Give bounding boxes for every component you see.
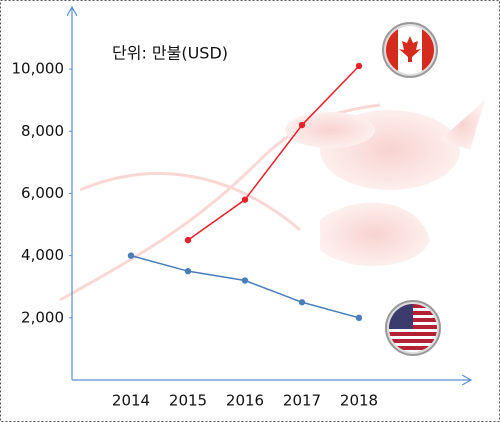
data-point xyxy=(298,121,306,129)
data-point xyxy=(127,252,135,259)
y-tick-label: 10,000 xyxy=(12,60,65,78)
y-tick-label: 4,000 xyxy=(21,246,64,264)
data-point xyxy=(184,236,192,244)
data-point xyxy=(241,277,249,284)
usa-flag xyxy=(385,300,441,356)
data-point xyxy=(355,62,363,70)
x-tick-label: 2014 xyxy=(112,392,150,410)
data-point xyxy=(241,196,249,203)
y-tick-label: 6,000 xyxy=(21,184,64,202)
lobster-background xyxy=(59,100,485,302)
x-tick-label: 2015 xyxy=(169,392,207,410)
series-line xyxy=(187,65,360,241)
unit-annotation: 단위: 만불(USD) xyxy=(112,44,228,63)
data-point xyxy=(298,299,306,306)
data-point xyxy=(355,314,363,322)
x-tick-label: 2018 xyxy=(340,392,378,410)
canada-flag xyxy=(382,22,438,78)
y-tick-label: 2,000 xyxy=(21,308,64,326)
x-tick-label: 2017 xyxy=(283,392,321,410)
y-tick-label: 8,000 xyxy=(21,122,64,140)
data-point xyxy=(184,267,192,275)
x-tick-label: 2016 xyxy=(226,392,264,410)
